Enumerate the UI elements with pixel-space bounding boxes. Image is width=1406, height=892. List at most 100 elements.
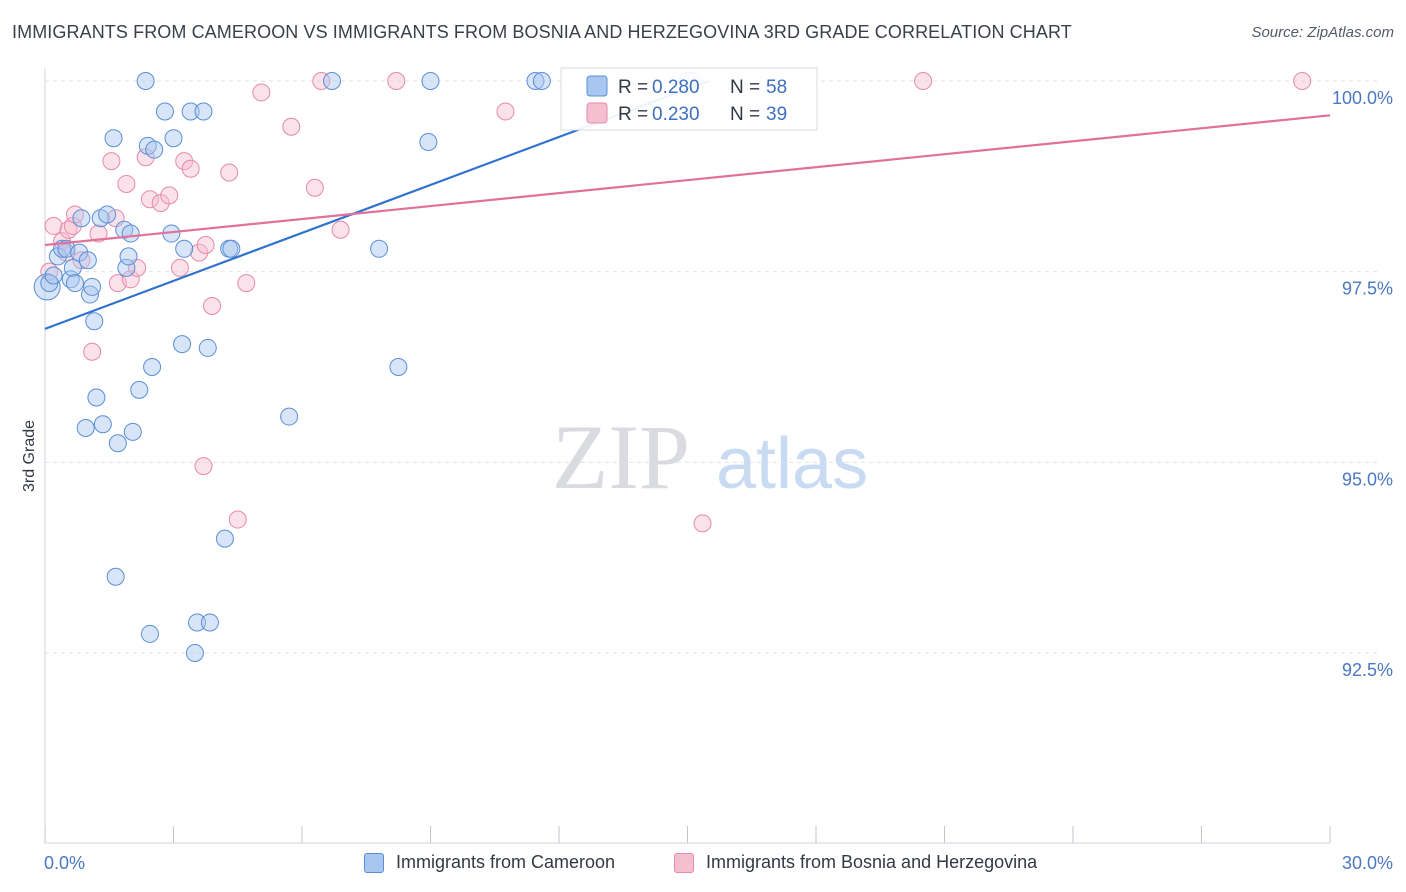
bosnia-point-25 (196, 235, 215, 254)
bottom-legend-item-cameroon[interactable]: Immigrants from Cameroon (364, 852, 615, 873)
x-axis-ticks (44, 826, 1331, 843)
cameroon-point-48 (280, 407, 299, 426)
y-axis-tick-labels: 100.0% 97.5% 95.0% 92.5% (1332, 88, 1393, 680)
cameroon-point-53 (419, 133, 438, 152)
bottom-legend-swatch-bosnia (674, 852, 694, 873)
bosnia-point-32 (305, 178, 324, 197)
cameroon-point-11 (78, 251, 97, 270)
y-tick-label-1: 97.5% (1342, 279, 1393, 299)
cameroon-point-28 (130, 380, 149, 399)
bosnia-point-9 (89, 224, 108, 243)
cameroon-point-15 (87, 388, 106, 407)
cameroon-point-24 (119, 247, 138, 266)
bosnia-point-24 (194, 457, 213, 476)
cameroon-point-34 (155, 102, 174, 121)
legend-r-label-bosnia: R = (618, 104, 648, 125)
x-tick-label-right: 30.0% (1342, 853, 1393, 873)
source-label: Source: ZipAtlas.com (1251, 24, 1394, 41)
cameroon-point-20 (104, 129, 123, 148)
cameroon-point-14 (85, 312, 104, 331)
y-axis-label: 3rd Grade (21, 420, 38, 492)
cameroon-point-39 (181, 102, 200, 121)
bottom-legend-label-bosnia: Immigrants from Bosnia and Herzegovina (706, 852, 1038, 872)
bosnia-point-38 (914, 72, 933, 90)
cameroon-point-54 (526, 72, 545, 90)
bosnia-point-10 (102, 152, 121, 171)
cameroon-point-37 (173, 335, 192, 354)
bosnia-point-21 (175, 152, 194, 171)
y-tick-label-0: 100.0% (1332, 88, 1393, 108)
bottom-legend-label-cameroon: Immigrants from Cameroon (396, 852, 616, 872)
legend-n-label-cameroon: N = (730, 77, 760, 98)
cameroon-point-26 (123, 422, 142, 441)
cameroon-point-2 (44, 266, 63, 285)
cameroon-point-51 (389, 358, 408, 376)
cameroon-point-12 (80, 285, 99, 304)
cameroon-point-42 (198, 338, 217, 357)
bosnia-point-35 (387, 72, 406, 90)
bosnia-point-23 (190, 243, 209, 262)
cameroon-point-0 (33, 273, 61, 301)
bosnia-point-14 (121, 270, 140, 289)
bosnia-point-22 (181, 159, 200, 178)
bottom-legend: Immigrants from Cameroon Immigrants from… (0, 852, 1406, 878)
y-tick-label-2: 95.0% (1342, 469, 1393, 489)
bosnia-point-28 (228, 510, 247, 529)
bosnia-point-39 (1293, 72, 1312, 90)
cameroon-point-45 (215, 529, 234, 548)
series-cameroon-points (33, 72, 701, 662)
bosnia-point-19 (160, 186, 179, 205)
bosnia-point-27 (220, 163, 239, 182)
legend-r-value-cameroon: 0.280 (652, 77, 700, 98)
watermark-atlas: atlas (716, 424, 868, 504)
grid-lines (45, 80, 1380, 654)
bosnia-point-30 (252, 83, 271, 102)
cameroon-point-32 (143, 358, 162, 376)
cameroon-point-9 (72, 209, 91, 228)
cameroon-point-29 (136, 72, 155, 90)
cameroon-point-43 (200, 613, 219, 632)
series-bosnia-points (40, 72, 1312, 533)
cameroon-point-17 (93, 415, 112, 434)
chart-title: IMMIGRANTS FROM CAMEROON VS IMMIGRANTS F… (12, 22, 1072, 42)
cameroon-point-47 (222, 239, 241, 258)
trend-line-bosnia (44, 114, 1331, 247)
bottom-legend-item-bosnia[interactable]: Immigrants from Bosnia and Herzegovina (674, 852, 1037, 873)
y-tick-label-3: 92.5% (1342, 660, 1393, 680)
legend-swatch-cameroon (586, 75, 608, 97)
cameroon-point-36 (164, 129, 183, 148)
cameroon-point-50 (370, 239, 389, 258)
cameroon-point-31 (145, 140, 164, 159)
cameroon-point-19 (98, 205, 117, 224)
cameroon-point-10 (65, 274, 84, 293)
bosnia-point-29 (237, 274, 256, 293)
bosnia-point-26 (203, 296, 222, 315)
bosnia-point-20 (170, 258, 189, 277)
bosnia-point-33 (312, 72, 331, 90)
legend-swatch-bosnia (586, 102, 608, 124)
x-tick-label-left: 0.0% (44, 853, 85, 873)
bosnia-point-31 (282, 117, 301, 136)
cameroon-point-44 (185, 644, 204, 662)
bosnia-point-34 (331, 220, 350, 239)
cameroon-point-21 (117, 258, 136, 277)
cameroon-point-7 (63, 258, 82, 277)
cameroon-point-52 (421, 72, 440, 90)
watermark: ZIP atlas (552, 406, 868, 508)
bosnia-point-1 (44, 216, 63, 235)
legend-box: R = 0.280 N = 58 R = 0.230 N = 39 (560, 67, 818, 131)
cameroon-point-49 (322, 72, 341, 90)
bosnia-point-37 (693, 514, 712, 533)
cameroon-point-40 (188, 613, 207, 632)
legend-n-label-bosnia: N = (730, 104, 760, 125)
cameroon-point-33 (140, 624, 159, 643)
bosnia-point-17 (140, 190, 159, 209)
bosnia-point-8 (83, 342, 102, 361)
cameroon-point-55 (532, 72, 551, 90)
cameroon-point-38 (175, 239, 194, 258)
cameroon-point-25 (108, 434, 127, 453)
bosnia-point-36 (496, 102, 515, 121)
cameroon-point-13 (83, 277, 102, 296)
bottom-legend-swatch-cameroon (364, 852, 384, 873)
